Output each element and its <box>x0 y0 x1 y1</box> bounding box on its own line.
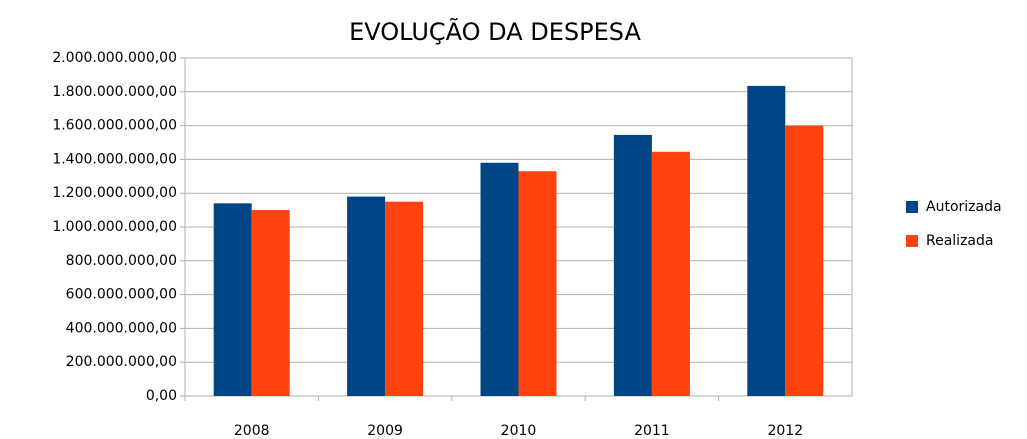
y-tick-label: 0,00 <box>146 388 177 404</box>
y-tick-label: 400.000.000,00 <box>66 320 177 336</box>
y-tick-label: 1.800.000.000,00 <box>52 84 177 100</box>
y-tick-label: 2.000.000.000,00 <box>52 50 177 66</box>
x-tick-label: 2010 <box>501 423 537 435</box>
legend-label: Realizada <box>926 233 993 249</box>
y-tick-label: 1.200.000.000,00 <box>52 185 177 201</box>
x-tick-label: 2011 <box>634 423 670 435</box>
legend-swatch <box>906 235 918 247</box>
y-tick-label: 1.600.000.000,00 <box>52 118 177 134</box>
bar <box>480 162 519 396</box>
bar <box>651 151 690 396</box>
y-tick-label: 200.000.000,00 <box>66 354 177 370</box>
bar <box>213 203 252 396</box>
bar <box>251 210 290 396</box>
y-tick-label: 1.000.000.000,00 <box>52 219 177 235</box>
bar <box>747 85 786 396</box>
y-tick-label: 600.000.000,00 <box>66 287 177 303</box>
x-tick-label: 2008 <box>234 423 270 435</box>
y-tick-label: 1.400.000.000,00 <box>52 151 177 167</box>
y-tick-label: 800.000.000,00 <box>66 253 177 269</box>
legend-label: Autorizada <box>926 199 1002 215</box>
bar <box>385 201 424 396</box>
bar <box>785 125 824 396</box>
bar <box>347 196 386 396</box>
bar <box>518 171 557 396</box>
chart-title: EVOLUÇÃO DA DESPESA <box>349 16 641 46</box>
x-tick-label: 2012 <box>767 423 803 435</box>
legend-swatch <box>906 201 918 213</box>
bar <box>613 134 652 396</box>
x-tick-label: 2009 <box>367 423 403 435</box>
